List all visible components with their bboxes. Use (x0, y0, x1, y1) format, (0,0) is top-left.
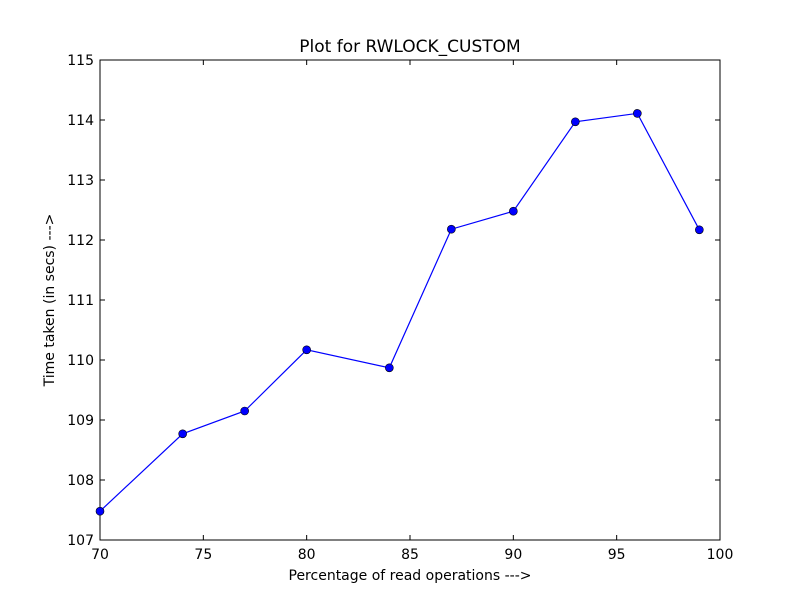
data-point (447, 224, 456, 234)
x-axis-title: Percentage of read operations ---> (289, 568, 532, 584)
y-tick-label: 109 (67, 413, 94, 429)
data-point (509, 206, 518, 216)
x-tick-label: 90 (504, 547, 522, 563)
x-tick-label: 70 (91, 547, 109, 563)
data-point (178, 429, 187, 439)
y-tick-label: 108 (67, 473, 94, 489)
data-point (633, 109, 642, 118)
x-tick-label: 100 (707, 547, 734, 563)
plot-area: 70 75 80 85 90 95 100 107 108 109 110 111 112 113 114 1… (67, 53, 733, 563)
y-tick-label: 107 (67, 533, 94, 549)
data-point (695, 225, 704, 235)
y-axis-title: Time taken (in secs) ---> (42, 214, 58, 388)
chart-title: Plot for RWLOCK_CUSTOM (299, 37, 520, 57)
y-tick-label: 110 (67, 353, 94, 369)
data-point (302, 345, 311, 355)
y-tick-label: 114 (67, 113, 94, 129)
x-tick-label: 80 (298, 547, 316, 563)
data-point (95, 506, 105, 516)
plot-frame (99, 59, 721, 541)
x-tick-label: 95 (608, 547, 626, 563)
data-point (571, 117, 580, 127)
x-tick-label: 85 (401, 547, 419, 563)
y-tick-label: 112 (67, 233, 94, 249)
data-point (240, 406, 249, 416)
data-point (385, 363, 394, 373)
y-tick-label: 113 (67, 173, 94, 189)
y-tick-label: 115 (67, 53, 94, 69)
y-tick-label: 111 (67, 293, 94, 309)
x-tick-label: 75 (194, 547, 212, 563)
series-line (99, 112, 700, 512)
